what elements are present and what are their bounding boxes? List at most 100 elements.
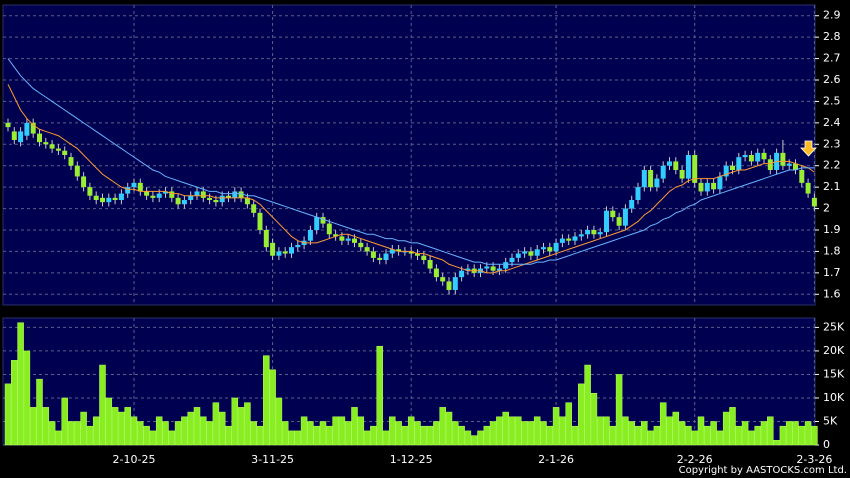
volume-bar: [231, 397, 239, 446]
candle-body: [263, 230, 269, 248]
candle-body: [496, 268, 502, 271]
y-tick-label: 2.4: [823, 116, 841, 129]
y-tick-label: 2.2: [823, 159, 841, 172]
candle-body: [18, 131, 24, 143]
volume-bar: [149, 430, 157, 446]
x-tick-label: 1-12-25: [390, 453, 433, 466]
volume-bar: [735, 425, 743, 446]
volume-bar: [672, 411, 680, 446]
volume-bar: [464, 430, 472, 446]
volume-bar: [666, 416, 673, 446]
candle-body: [591, 230, 597, 235]
candle-body: [30, 122, 36, 134]
volume-bar: [225, 425, 232, 446]
volume-bar: [206, 421, 213, 446]
volume-bar: [565, 402, 572, 446]
volume-bar: [641, 421, 648, 446]
volume-bar: [17, 322, 24, 446]
volume-bar: [439, 407, 446, 446]
y-tick-label: 2.7: [823, 52, 841, 65]
volume-bar: [382, 430, 390, 446]
volume-bar: [508, 416, 516, 446]
candle-body: [717, 176, 723, 190]
volume-bar: [29, 407, 37, 446]
candle-body: [585, 230, 591, 235]
volume-bar: [118, 411, 125, 446]
candle-body: [55, 148, 61, 151]
candle-body: [383, 253, 389, 260]
volume-bar: [603, 416, 610, 446]
candle-body: [704, 182, 710, 192]
volume-bar: [767, 416, 774, 446]
volume-bar: [496, 416, 503, 446]
y-tick-label: 2.3: [823, 137, 841, 150]
candle-body: [270, 242, 276, 256]
volume-bar: [433, 421, 440, 446]
volume-bar: [237, 407, 245, 446]
candle-body: [597, 232, 603, 235]
price-panel: [2, 4, 816, 306]
candle-body: [667, 161, 672, 166]
y-tick-label: 2.8: [823, 30, 841, 43]
candle-body: [452, 277, 458, 290]
volume-bar: [338, 416, 346, 446]
volume-bar: [200, 416, 207, 446]
volume-bar: [363, 430, 371, 446]
candle-body: [339, 236, 345, 241]
candle-body: [459, 270, 465, 278]
volume-bar: [407, 416, 415, 446]
signal-arrow: [800, 140, 817, 157]
candle-body: [24, 122, 30, 136]
volume-bar: [294, 430, 302, 446]
candle-body: [767, 159, 773, 170]
candle-body: [396, 249, 402, 252]
volume-bar: [61, 397, 68, 446]
volume-bar: [281, 421, 289, 446]
candle-body: [793, 163, 798, 170]
volume-bar: [647, 430, 654, 446]
volume-bar: [11, 360, 18, 446]
candle-body: [622, 208, 628, 226]
candle-body: [251, 204, 257, 213]
candle-body: [799, 170, 805, 183]
volume-bar: [685, 425, 692, 446]
candle-body: [786, 163, 792, 166]
candle-body: [572, 236, 578, 241]
candle-body: [68, 157, 74, 166]
y-tick-label: 10K: [823, 391, 845, 404]
volume-bar: [741, 421, 749, 446]
candle-body: [163, 191, 168, 194]
candle-body: [125, 187, 131, 194]
candle-body: [345, 238, 351, 241]
y-tick-label: 1.9: [823, 223, 841, 236]
volume-bar: [659, 402, 667, 446]
volume-bar: [130, 416, 138, 446]
candle-body: [578, 234, 584, 237]
volume-bar: [174, 421, 182, 446]
volume-bar: [716, 430, 724, 446]
x-tick-label: 3-11-25: [251, 453, 294, 466]
candle-body: [415, 253, 420, 256]
candle-body: [326, 223, 332, 235]
volume-bar: [395, 421, 402, 446]
candle-body: [509, 257, 515, 263]
candle-body: [156, 193, 162, 198]
candle-body: [238, 191, 244, 198]
x-tick-label: 2-10-25: [113, 453, 156, 466]
volume-bar: [181, 416, 188, 446]
volume-bar: [111, 407, 119, 446]
candle-body: [37, 133, 42, 143]
volume-bar: [578, 383, 585, 446]
volume-bar: [420, 425, 428, 446]
candle-body: [761, 152, 767, 160]
candle-body: [137, 182, 143, 192]
volume-bar: [143, 425, 150, 446]
candle-body: [219, 195, 225, 203]
volume-bar: [615, 374, 623, 446]
candle-body: [490, 266, 496, 271]
volume-bar: [351, 407, 358, 446]
volume-bar: [622, 416, 629, 446]
candle-body: [131, 182, 137, 188]
volume-bar: [521, 421, 528, 446]
